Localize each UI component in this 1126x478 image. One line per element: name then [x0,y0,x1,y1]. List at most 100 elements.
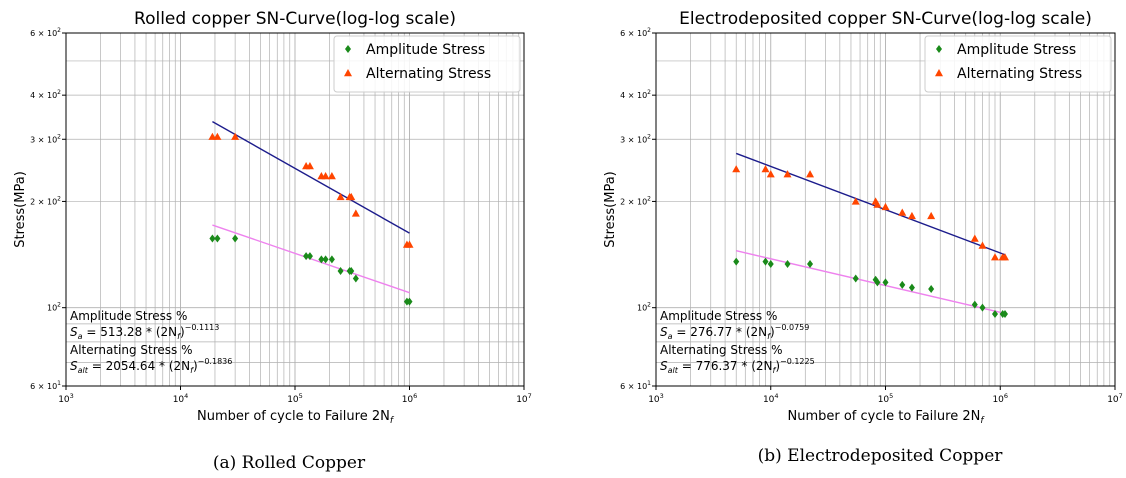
equation-formula: Sa = 276.77 * (2Nf)−0.0759 [660,323,809,341]
fit-line-alternating [735,152,1006,256]
fit-line-amplitude [212,224,410,294]
data-point-amplitude [807,259,814,268]
legend: Amplitude Stress Alternating Stress [333,35,521,93]
legend: Amplitude Stress Alternating Stress [924,35,1112,93]
x-tick-label: 105 [878,392,894,405]
x-tick-label: 104 [763,392,779,405]
series-amplitude [733,257,1008,318]
equation-label: Alternating Stress % [660,343,782,357]
data-point-amplitude [348,267,355,276]
data-point-amplitude [306,252,313,261]
data-point-alternating [806,170,815,178]
data-point-alternating [990,253,999,261]
legend-amplitude-label: Amplitude Stress [957,42,1076,58]
equation-annotations: Amplitude Stress %Sa = 513.28 * (2Nf)−0.… [70,309,232,375]
chart-title: Electrodeposited copper SN-Curve(log-log… [679,9,1092,29]
data-point-amplitude [874,278,881,287]
data-point-amplitude [328,255,335,264]
y-axis-label: Stress(MPa) [13,171,28,248]
caption-rolled-copper: (a) Rolled Copper [213,453,366,473]
y-axis-label: Stress(MPa) [603,171,618,248]
legend-alternating-marker [344,69,352,77]
x-tick-label: 104 [173,392,189,405]
data-point-alternating [907,211,916,220]
equation-formula: Salt = 2054.64 * (2Nf)−0.1836 [70,357,232,375]
x-tick-label: 105 [287,392,303,405]
data-point-alternating [851,197,860,205]
data-point-amplitude [337,267,344,276]
data-point-alternating [783,170,792,178]
data-point-alternating [927,211,936,220]
data-point-amplitude [767,259,774,268]
y-tick-label: 4 × 102 [30,89,61,100]
x-tick-label: 103 [648,392,664,405]
data-point-amplitude [322,255,329,264]
equation-annotations: Amplitude Stress %Sa = 276.77 * (2Nf)−0.… [660,309,815,375]
legend-amplitude-label: Amplitude Stress [366,42,485,58]
legend-box [333,35,521,93]
x-tick-label: 107 [516,392,532,405]
data-point-amplitude [762,257,769,266]
data-point-amplitude [318,255,325,264]
data-point-alternating [732,165,741,173]
data-point-amplitude [852,274,859,283]
data-point-alternating [231,132,240,140]
chart-rolled-copper: 103 104 105 106 107 6 × 101 102 2 × 102 3 × 102 4… [13,9,532,426]
y-tick-label: 6 × 102 [620,27,651,38]
data-point-amplitude [784,259,791,268]
legend-amplitude-marker [936,45,942,53]
series-amplitude [209,234,413,306]
fit-line-amplitude [736,250,1006,315]
fit-line-alternating [212,120,410,234]
data-point-alternating [1000,253,1009,261]
equation-label: Amplitude Stress % [70,309,187,323]
equation-formula: Salt = 776.37 * (2Nf)−0.1225 [660,357,815,375]
x-axis-label: Number of cycle to Failure 2Nf [197,409,395,426]
data-point-alternating [873,200,882,208]
series-alternating [732,165,1009,261]
data-point-alternating [405,240,414,248]
x-tick-label: 103 [58,392,74,405]
equation-label: Amplitude Stress % [660,309,777,323]
y-tick-label: 2 × 102 [30,195,61,206]
data-point-amplitude [1001,309,1008,318]
data-point-alternating [336,192,345,201]
y-tick-label: 2 × 102 [620,195,651,206]
x-tick-label: 106 [992,392,1008,405]
y-tick-label: 3 × 102 [30,133,61,144]
legend-box [924,35,1112,93]
chart-electrodeposited-copper: 103 104 105 106 107 6 × 101 102 2 × 102 3 × 102 4… [603,9,1123,426]
x-tick-label: 106 [402,392,418,405]
legend-amplitude-marker [345,45,351,53]
data-point-amplitude [733,257,740,266]
y-tick-label: 4 × 102 [620,89,651,100]
y-tick-label: 6 × 101 [620,380,651,391]
data-point-amplitude [908,283,915,292]
data-point-amplitude [971,300,978,309]
legend-alternating-label: Alternating Stress [957,66,1082,82]
data-point-alternating [327,172,336,180]
y-tick-label: 102 [637,302,651,313]
data-point-amplitude [232,234,239,243]
chart-title: Rolled copper SN-Curve(log-log scale) [134,9,456,29]
y-tick-label: 6 × 102 [30,27,61,38]
data-point-amplitude [928,284,935,293]
equation-formula: Sa = 513.28 * (2Nf)−0.1113 [70,323,219,341]
data-point-alternating [761,165,770,173]
y-tick-label: 102 [47,302,61,313]
y-tick-label: 3 × 102 [620,133,651,144]
data-point-amplitude [214,234,221,243]
data-point-alternating [347,192,356,201]
equation-label: Alternating Stress % [70,343,192,357]
data-point-amplitude [303,252,310,261]
data-point-alternating [898,208,907,216]
data-point-alternating [305,161,314,170]
data-point-amplitude [352,274,359,283]
legend-alternating-marker [935,69,943,77]
data-point-alternating [766,170,775,178]
data-point-amplitude [979,303,986,312]
x-axis-label: Number of cycle to Failure 2Nf [787,409,985,426]
data-point-amplitude [209,234,216,243]
data-point-alternating [970,234,979,242]
data-point-alternating [351,209,360,217]
